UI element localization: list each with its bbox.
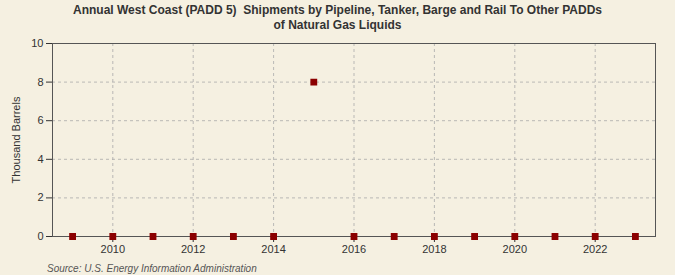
svg-text:2010: 2010 <box>101 243 125 255</box>
svg-text:2016: 2016 <box>342 243 366 255</box>
svg-text:8: 8 <box>37 76 43 88</box>
svg-text:2018: 2018 <box>422 243 446 255</box>
svg-text:Thousand Barrels: Thousand Barrels <box>10 96 22 183</box>
svg-text:0: 0 <box>37 230 43 242</box>
svg-text:2: 2 <box>37 191 43 203</box>
html-text:Annual West Coast (PADD 5) Shi: Annual West Coast (PADD 5) Shipments by … <box>73 3 602 32</box>
html-text:Source: U.S. Energy Informatio: Source: U.S. Energy Information Administ… <box>47 263 257 274</box>
svg-text:2022: 2022 <box>583 243 607 255</box>
svg-text:10: 10 <box>31 37 43 49</box>
svg-text:2014: 2014 <box>261 243 285 255</box>
svg-text:2020: 2020 <box>503 243 527 255</box>
svg-text:4: 4 <box>37 153 43 165</box>
svg-text:2012: 2012 <box>181 243 205 255</box>
svg-text:6: 6 <box>37 114 43 126</box>
